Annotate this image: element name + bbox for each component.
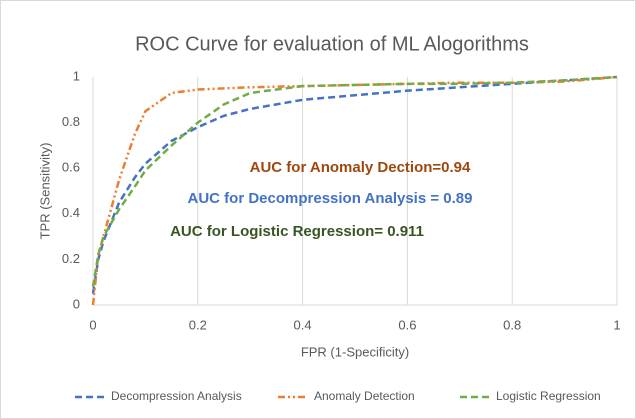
y-tick-label: 0.4 xyxy=(62,205,80,220)
annotation: AUC for Decompression Analysis = 0.89 xyxy=(188,190,473,207)
x-tick-label: 0.4 xyxy=(294,317,312,332)
annotation: AUC for Logistic Regression= 0.911 xyxy=(170,223,424,240)
series-line xyxy=(91,75,618,287)
legend-label: Logistic Regression xyxy=(496,389,601,403)
series-line xyxy=(91,75,618,306)
y-tick-label: 0 xyxy=(73,296,80,311)
annotation: AUC for Anomaly Dection=0.94 xyxy=(250,159,471,176)
x-tick-label: 0.6 xyxy=(398,317,416,332)
chart-title: ROC Curve for evaluation of ML Alogorith… xyxy=(135,33,529,55)
x-tick-label: 0 xyxy=(89,317,96,332)
y-tick-label: 0.2 xyxy=(62,251,80,266)
x-tick-label: 1 xyxy=(613,317,620,332)
y-tick-label: 0.6 xyxy=(62,160,80,175)
x-tick-label: 0.2 xyxy=(189,317,207,332)
legend-label: Decompression Analysis xyxy=(111,389,242,403)
x-tick-label: 0.8 xyxy=(503,317,521,332)
y-tick-label: 1 xyxy=(73,68,80,83)
y-tick-label: 0.8 xyxy=(62,114,80,129)
x-axis-label: FPR (1-Specificity) xyxy=(301,344,409,359)
y-axis-label: TPR (Sensitivity) xyxy=(37,143,52,240)
legend-label: Anomaly Detection xyxy=(314,389,415,403)
series-line xyxy=(91,75,618,294)
